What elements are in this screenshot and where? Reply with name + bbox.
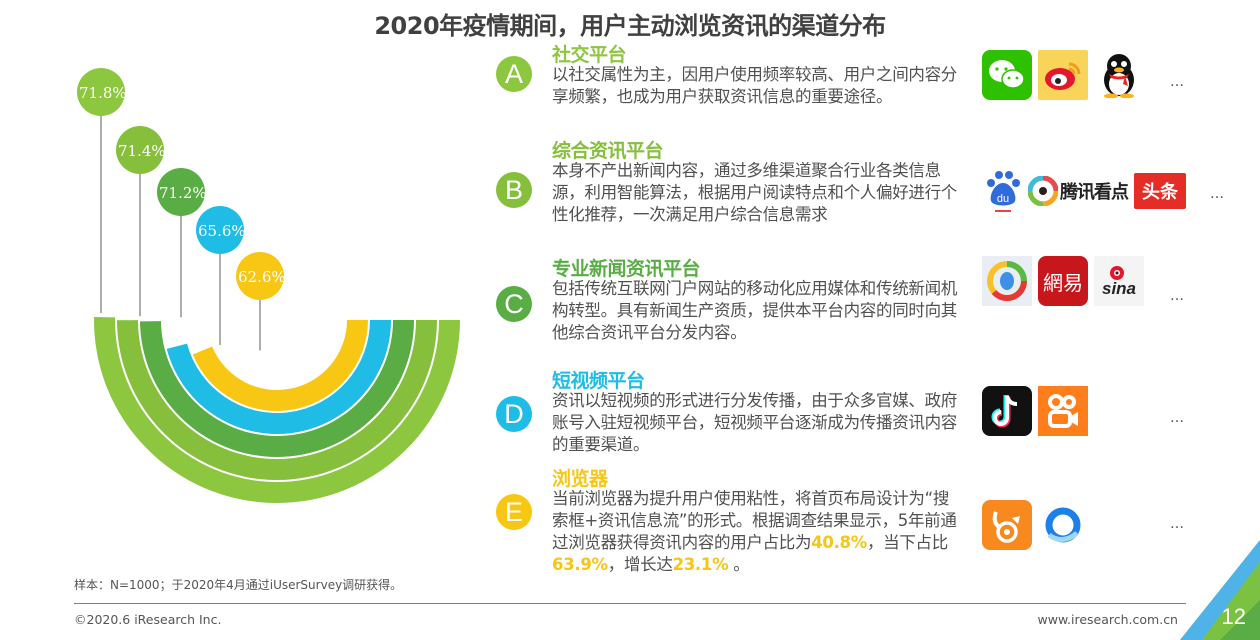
highlight-value: 23.1% xyxy=(672,555,729,574)
item-desc: 资讯以短视频的形式进行分发传播，由于众多官媒、政府账号入驻短视频平台，短视频平台… xyxy=(552,391,958,454)
highlight-value: 63.9% xyxy=(552,555,608,574)
value-bubble xyxy=(116,126,164,174)
page-title: 2020年疫情期间，用户主动浏览资讯的渠道分布 xyxy=(374,12,886,40)
more-indicator: … xyxy=(1170,410,1185,426)
arc-bar xyxy=(93,317,461,504)
badge-e: E xyxy=(496,494,532,530)
app-icons xyxy=(982,386,1088,436)
footer-divider xyxy=(74,603,1186,604)
item-desc: 以社交属性为主，因用户使用频率较高、用户之间内容分享频繁，也成为用户获取资讯信息… xyxy=(552,65,958,106)
badge-b: B xyxy=(496,172,532,208)
website: www.iresearch.com.cn xyxy=(1037,612,1179,627)
value-bubble xyxy=(196,206,244,254)
more-indicator: … xyxy=(1210,186,1225,202)
sample-note: 样本：N=1000；于2020年4月通过iUserSurvey调研获得。 xyxy=(74,578,403,592)
arc-bar xyxy=(192,320,368,412)
value-label: 71.2% xyxy=(159,184,207,202)
wechat-icon xyxy=(982,50,1032,100)
item-desc: 本身不产出新闻内容，通过多维渠道聚合行业各类信息源，利用智能算法，根据用户阅读特… xyxy=(552,161,958,224)
tencent-kandian-icon: 腾讯看点 xyxy=(1028,176,1129,206)
value-label: 65.6% xyxy=(198,222,246,240)
app-icons: 網易 sina xyxy=(982,256,1144,306)
radial-bar-chart: 71.8% 71.4% 71.2% 65.6% 62.6% xyxy=(77,68,461,504)
more-indicator: … xyxy=(1170,74,1185,90)
svg-text:du: du xyxy=(997,193,1009,205)
qq-icon xyxy=(1094,50,1144,100)
tencent-news-icon xyxy=(982,256,1032,306)
value-bubble xyxy=(157,168,205,216)
more-indicator: … xyxy=(1170,516,1185,532)
app-icons xyxy=(982,50,1144,100)
highlight-value: 40.8% xyxy=(811,533,867,552)
weibo-icon xyxy=(1038,50,1088,100)
app-icons: du 腾讯看点 头条 xyxy=(980,166,1186,216)
value-label: 71.4% xyxy=(118,142,166,160)
arc-bar xyxy=(140,320,414,457)
qq-browser-icon xyxy=(1038,500,1088,550)
value-bubble xyxy=(236,252,284,300)
item-title: 短视频平台 xyxy=(552,370,645,392)
item-title: 综合资讯平台 xyxy=(552,140,664,162)
copyright: ©2020.6 iResearch Inc. xyxy=(74,612,222,627)
page-number: 12 xyxy=(1221,604,1246,629)
value-bubble xyxy=(77,68,125,116)
badge-c: C xyxy=(496,286,532,322)
item-desc: 当前浏览器为提升用户使用粘性，将首页布局设计为“搜索框+资讯信息流”的形式。根据… xyxy=(552,489,957,574)
netease-icon: 網易 xyxy=(1038,256,1088,306)
value-label: 71.8% xyxy=(79,84,127,102)
sina-icon: sina xyxy=(1094,256,1144,306)
baidu-icon: du xyxy=(980,166,1026,216)
badge-a: A xyxy=(496,56,532,92)
svg-text:sina: sina xyxy=(1102,279,1136,298)
badge-d: D xyxy=(496,396,532,432)
item-desc: 包括传统互联网门户网站的移动化应用媒体和传统新闻机构转型。具有新闻生产资质，提供… xyxy=(552,279,958,342)
toutiao-icon: 头条 xyxy=(1134,173,1186,209)
uc-browser-icon xyxy=(982,500,1032,550)
item-title: 社交平台 xyxy=(552,44,627,66)
corner-decoration xyxy=(1180,540,1260,640)
arc-bar xyxy=(166,320,391,434)
item-title: 浏览器 xyxy=(552,468,608,490)
app-icons xyxy=(982,500,1088,550)
value-label: 62.6% xyxy=(238,268,286,286)
arc-bar xyxy=(117,320,438,481)
item-title: 专业新闻资讯平台 xyxy=(552,258,701,280)
more-indicator: … xyxy=(1170,288,1185,304)
douyin-icon xyxy=(982,386,1032,436)
kuaishou-icon xyxy=(1038,386,1088,436)
